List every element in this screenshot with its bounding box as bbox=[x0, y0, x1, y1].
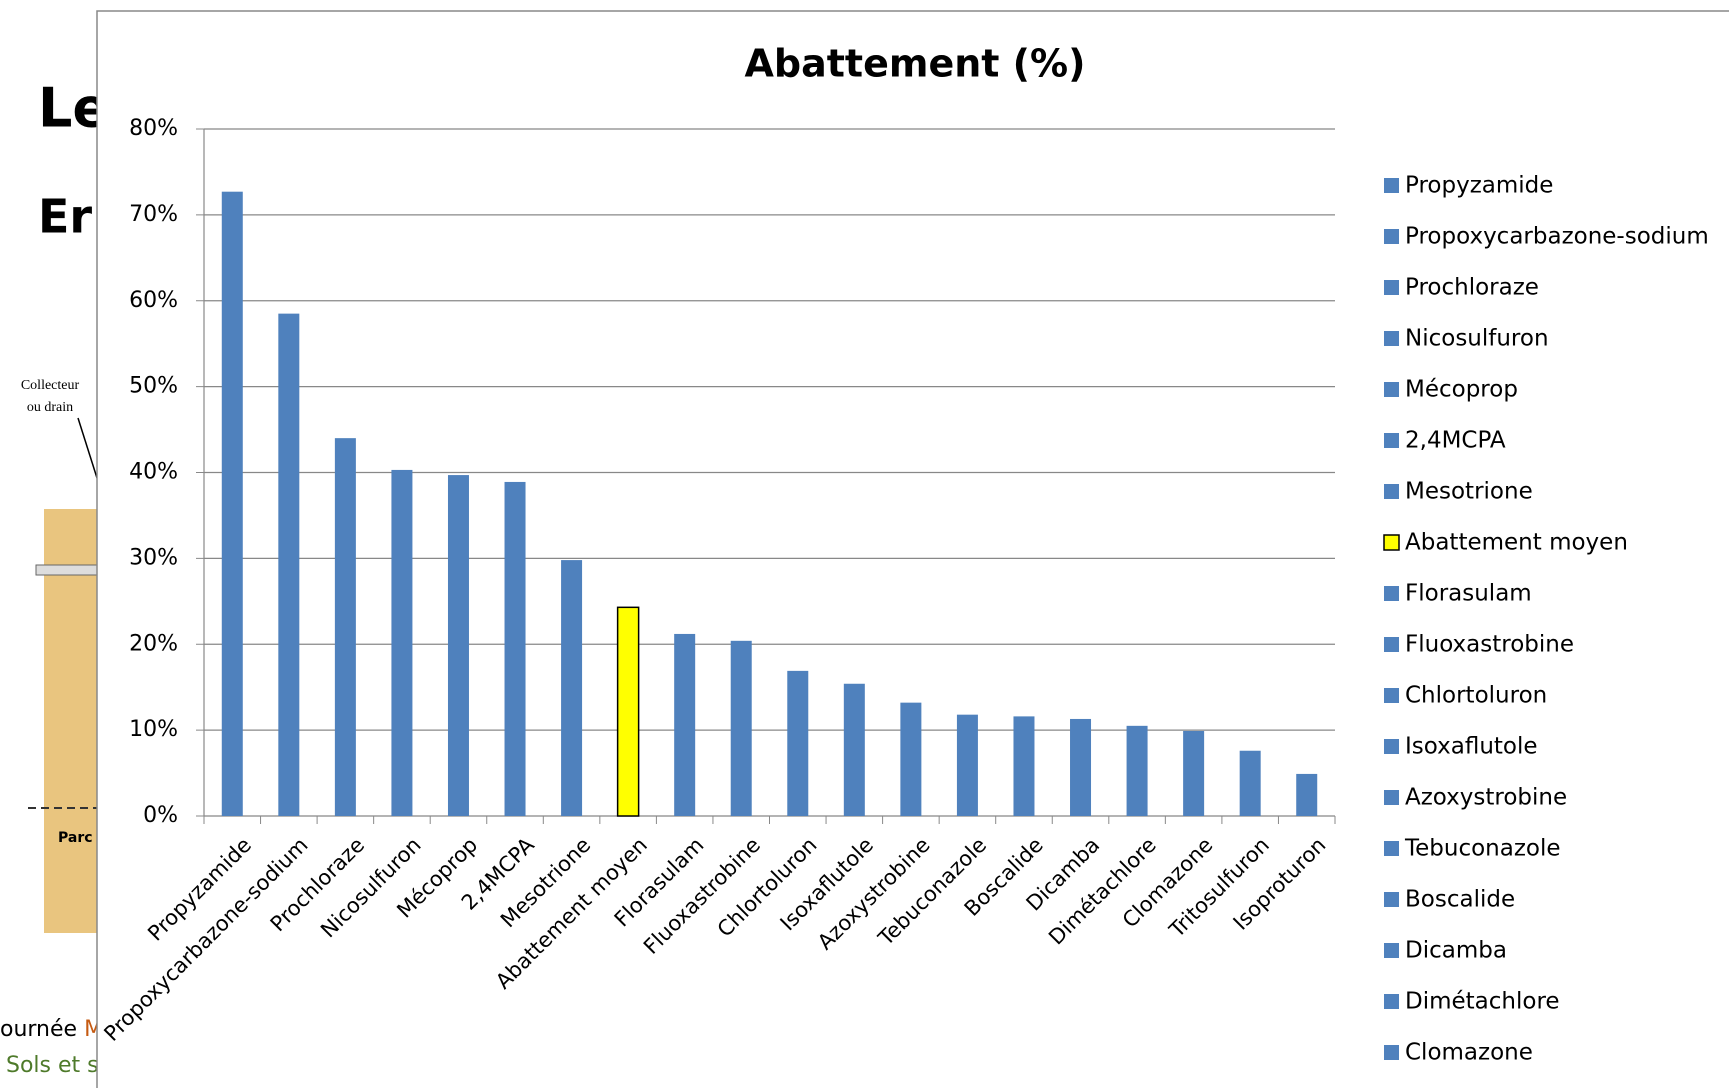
diagram-pointer bbox=[77, 417, 98, 479]
bar bbox=[1296, 773, 1318, 816]
legend-label: Fluoxastrobine bbox=[1405, 632, 1574, 658]
legend-label: Isoxaflutole bbox=[1405, 734, 1538, 760]
legend-swatch bbox=[1384, 178, 1399, 193]
legend-label: Chlortoluron bbox=[1405, 683, 1547, 709]
bar bbox=[504, 481, 526, 816]
legend-swatch bbox=[1384, 637, 1399, 652]
diagram-label: ou drain bbox=[27, 400, 73, 415]
chart-frame bbox=[96, 10, 1729, 1088]
legend-label: Propoxycarbazone-sodium bbox=[1405, 224, 1709, 250]
legend-label: Mesotrione bbox=[1405, 479, 1533, 505]
bar bbox=[278, 313, 300, 816]
y-tick-label: 50% bbox=[129, 374, 178, 399]
legend-swatch bbox=[1384, 994, 1399, 1009]
y-tick-label: 60% bbox=[129, 288, 178, 313]
legend-swatch bbox=[1384, 943, 1399, 958]
legend-swatch bbox=[1384, 739, 1399, 754]
y-tick-label: 30% bbox=[129, 545, 178, 570]
bar bbox=[221, 191, 243, 817]
legend-swatch bbox=[1384, 841, 1399, 856]
footer-fragment: ournée bbox=[0, 1017, 84, 1042]
bar bbox=[1126, 725, 1148, 816]
legend-swatch bbox=[1384, 1045, 1399, 1060]
bar bbox=[561, 560, 583, 816]
diagram-label: Collecteur bbox=[21, 378, 80, 393]
legend-swatch bbox=[1384, 688, 1399, 703]
legend-label: Nicosulfuron bbox=[1405, 326, 1549, 352]
legend-swatch bbox=[1384, 433, 1399, 448]
legend-swatch bbox=[1384, 229, 1399, 244]
legend-label: Boscalide bbox=[1405, 887, 1515, 913]
slide-background: Le Er Collecteur ou drain Parc ournée M … bbox=[0, 77, 109, 1078]
y-tick-label: 0% bbox=[143, 803, 178, 828]
legend-label: Azoxystrobine bbox=[1405, 785, 1567, 811]
y-tick-label: 70% bbox=[129, 202, 178, 227]
bar bbox=[843, 683, 865, 816]
y-tick-label: 80% bbox=[129, 116, 178, 141]
diagram-drain bbox=[35, 564, 105, 576]
diagram-label: Parc bbox=[58, 830, 93, 846]
legend-label: Dicamba bbox=[1405, 938, 1507, 964]
footer-text: Sols et s bbox=[6, 1053, 99, 1078]
bar bbox=[616, 606, 640, 817]
bar bbox=[730, 640, 752, 816]
bar bbox=[391, 469, 413, 816]
bar bbox=[1239, 750, 1261, 816]
y-tick-label: 10% bbox=[129, 717, 178, 742]
bar bbox=[900, 702, 922, 816]
legend-swatch bbox=[1383, 534, 1400, 551]
legend-label: Prochloraze bbox=[1405, 275, 1539, 301]
diagram-soil bbox=[44, 509, 104, 933]
legend-label: Mécoprop bbox=[1405, 377, 1518, 403]
bar bbox=[334, 438, 356, 816]
y-tick-label: 40% bbox=[129, 460, 178, 485]
legend-swatch bbox=[1384, 484, 1399, 499]
legend-label: Propyzamide bbox=[1405, 173, 1553, 199]
legend-swatch bbox=[1384, 586, 1399, 601]
bar bbox=[447, 475, 469, 816]
legend-swatch bbox=[1384, 892, 1399, 907]
legend-swatch bbox=[1384, 382, 1399, 397]
bar bbox=[956, 714, 978, 816]
bar bbox=[787, 670, 809, 816]
legend-label: Dimétachlore bbox=[1405, 989, 1560, 1015]
legend-label: Abattement moyen bbox=[1405, 530, 1628, 556]
chart-title: Abattement (%) bbox=[745, 42, 1086, 86]
legend-label: 2,4MCPA bbox=[1405, 428, 1506, 454]
y-tick-label: 20% bbox=[129, 631, 178, 656]
slide-subtitle: Er bbox=[38, 190, 92, 244]
legend-label: Florasulam bbox=[1405, 581, 1532, 607]
legend-swatch bbox=[1384, 280, 1399, 295]
legend-swatch bbox=[1384, 331, 1399, 346]
legend-label: Clomazone bbox=[1405, 1040, 1533, 1066]
legend-swatch bbox=[1384, 790, 1399, 805]
bar bbox=[1013, 716, 1035, 816]
bar bbox=[1070, 718, 1092, 816]
bar bbox=[1183, 730, 1205, 816]
legend-label: Tebuconazole bbox=[1404, 836, 1561, 862]
footer-text: ournée M bbox=[0, 1017, 103, 1042]
bar bbox=[674, 633, 696, 816]
